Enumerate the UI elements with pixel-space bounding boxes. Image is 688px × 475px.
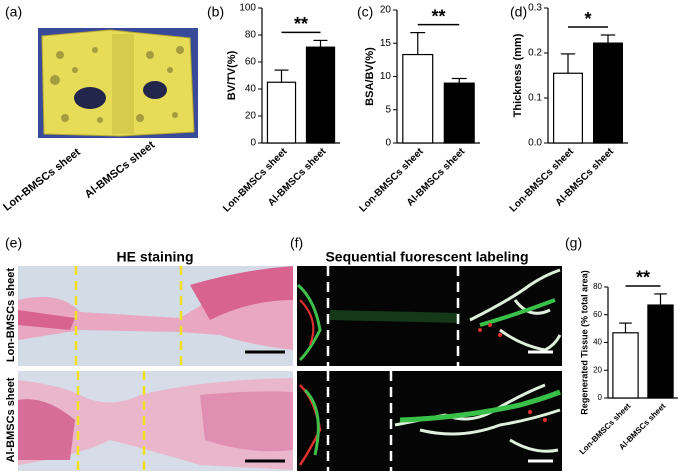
- y-tick-label: 60: [593, 310, 602, 319]
- significance-label: **: [294, 14, 308, 34]
- panel-label: (a): [5, 4, 22, 20]
- y-tick-label: 0.0: [528, 138, 542, 149]
- y-axis-label: BV/TV(%): [226, 50, 238, 100]
- panel-label: (c): [357, 4, 373, 20]
- bar: [552, 72, 583, 144]
- bar: [592, 42, 623, 144]
- sample-label: Al-BMSCs sheet: [83, 139, 158, 201]
- y-tick-label: 10: [380, 71, 392, 82]
- panel-title: HE staining: [116, 249, 193, 265]
- panel-title: Sequential fuorescent labeling: [325, 249, 528, 265]
- y-tick-label: 0.2: [528, 48, 542, 59]
- bar: [305, 46, 336, 144]
- bar: [443, 82, 475, 144]
- y-tick-label: 80: [593, 282, 602, 291]
- y-tick-label: 0.1: [528, 93, 542, 104]
- y-tick-label: 100: [239, 3, 256, 14]
- bar: [647, 304, 674, 399]
- panel-label: (g): [565, 235, 582, 251]
- y-axis-label: Thickness (mm): [512, 33, 524, 117]
- y-tick-label: 40: [593, 338, 602, 347]
- fluorescent-image: [296, 266, 562, 366]
- y-tick-label: 0.3: [528, 3, 542, 14]
- row-label: Al-BMSCs sheet: [5, 377, 17, 462]
- y-tick-label: 0: [385, 138, 391, 149]
- y-axis-label: BSA/BV(%): [364, 47, 376, 106]
- significance-label: **: [431, 6, 445, 26]
- bar: [612, 332, 639, 399]
- x-tick-label: Lon-BMSCs sheet: [221, 146, 290, 215]
- bar: [402, 53, 434, 144]
- bar: [266, 81, 297, 144]
- panel-label: (f): [290, 235, 303, 251]
- significance-label: *: [584, 9, 591, 29]
- y-tick-label: 0: [598, 393, 603, 402]
- panel-label: (e): [5, 235, 22, 251]
- he-image: [18, 266, 293, 366]
- y-tick-label: 60: [245, 57, 257, 68]
- sample-label: Lon-BMSCs sheet: [1, 146, 83, 214]
- y-tick-label: 20: [245, 111, 257, 122]
- y-tick-label: 5: [385, 104, 391, 115]
- y-tick-label: 20: [380, 5, 392, 16]
- fluorescent-image: [297, 371, 562, 471]
- panel-label: (d): [510, 4, 527, 20]
- y-tick-label: 40: [245, 84, 257, 95]
- y-tick-label: 20: [593, 365, 602, 374]
- panel-label: (b): [207, 4, 224, 20]
- he-image: [18, 371, 293, 471]
- y-tick-label: 15: [380, 38, 392, 49]
- render-image: [38, 28, 198, 138]
- row-label: Lon-BMSCs sheet: [5, 268, 17, 362]
- y-tick-label: 80: [245, 30, 257, 41]
- y-tick-label: 0: [250, 138, 256, 149]
- y-axis-label: Regenerated Tissue (% total area): [579, 270, 589, 414]
- significance-label: **: [636, 268, 650, 288]
- x-tick-label: Lon-BMSCs sheet: [508, 146, 577, 215]
